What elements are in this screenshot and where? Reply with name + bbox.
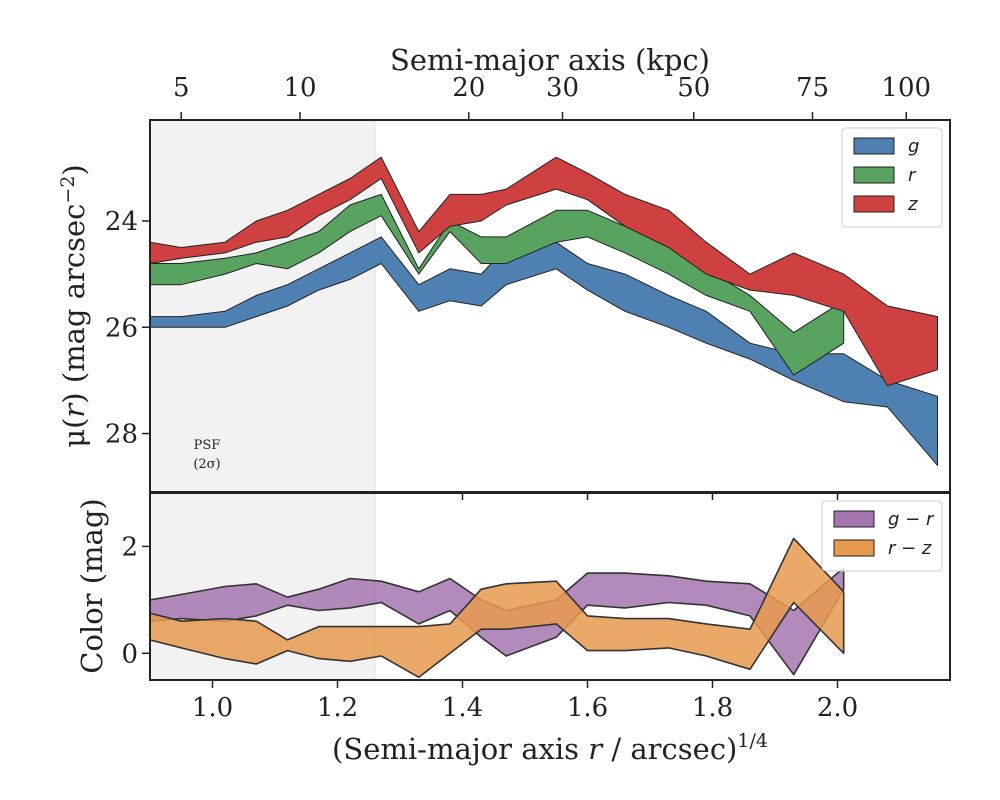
legend-label: g bbox=[908, 136, 919, 157]
y-tick-label: 26 bbox=[105, 313, 138, 343]
panel-frame bbox=[149, 492, 951, 681]
psf-sigma-label: (2σ) bbox=[193, 457, 220, 472]
top-tick-label: 20 bbox=[452, 73, 485, 103]
legend-swatch bbox=[853, 195, 895, 213]
top-tick-label: 5 bbox=[173, 73, 190, 103]
top-tick-label: 30 bbox=[546, 73, 579, 103]
top-tick-label: 100 bbox=[881, 73, 931, 103]
legend: grz bbox=[841, 127, 943, 228]
series-bands bbox=[150, 537, 845, 679]
y-tick-label: 28 bbox=[105, 420, 138, 450]
top-panel-ylabel: μ(r) (mag arcsec−2) bbox=[57, 164, 91, 448]
legend-label: r − z bbox=[888, 538, 932, 559]
series-band-r bbox=[150, 193, 845, 376]
series-bands bbox=[150, 156, 938, 466]
surface-brightness-panel: 24 26 28 grz bbox=[105, 119, 951, 500]
x-tick-label: 1.2 bbox=[317, 693, 358, 723]
x-tick-label: 1.0 bbox=[192, 693, 233, 723]
legend-swatch bbox=[853, 166, 895, 184]
top-tick-label: 75 bbox=[796, 73, 829, 103]
legend-label: z bbox=[907, 194, 918, 215]
legend-label: g − r bbox=[888, 509, 935, 530]
legend: g − r r − z bbox=[821, 500, 943, 572]
legend-swatch bbox=[853, 137, 895, 155]
y-tick-label: 0 bbox=[121, 639, 138, 669]
psf-label: PSF bbox=[194, 438, 221, 453]
x-tick-label: 1.8 bbox=[692, 693, 733, 723]
y-tick-label: 2 bbox=[121, 532, 138, 562]
color-panel: 0 2 1.0 1.2 1.4 1.6 1.8 2.0 g − r r − z bbox=[121, 492, 951, 723]
series-band-z bbox=[150, 156, 938, 387]
x-tick-label: 1.4 bbox=[442, 693, 483, 723]
legend-swatch bbox=[833, 510, 875, 528]
series-band-rz bbox=[150, 537, 845, 679]
top-axis-ticks: 5 10 20 30 50 75 100 bbox=[173, 73, 931, 120]
legend-label: r bbox=[908, 165, 917, 186]
x-tick-label: 1.6 bbox=[567, 693, 608, 723]
bottom-panel-ylabel: Color (mag) bbox=[75, 498, 109, 673]
y-tick-label: 24 bbox=[105, 207, 138, 237]
bottom-axis-title: (Semi-major axis r / arcsec)1/4 bbox=[332, 730, 768, 766]
x-tick-label: 2.0 bbox=[817, 693, 858, 723]
top-axis-title: Semi-major axis (kpc) bbox=[390, 43, 710, 77]
top-tick-label: 50 bbox=[677, 73, 710, 103]
top-tick-label: 10 bbox=[283, 73, 316, 103]
legend-swatch bbox=[833, 539, 875, 557]
